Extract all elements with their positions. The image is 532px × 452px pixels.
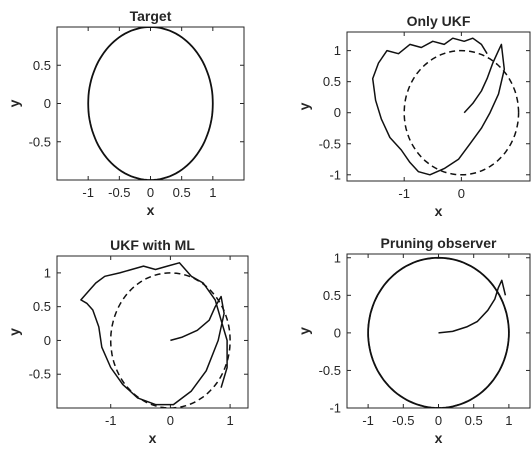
x-tick-label: -0.5: [108, 185, 130, 200]
y-tick-label: 1: [334, 250, 341, 265]
estimated-trajectory: [371, 37, 506, 176]
y-tick-label: -1: [329, 167, 341, 182]
x-axis-label: x: [435, 203, 443, 219]
x-tick-label: -1: [105, 413, 117, 428]
y-axis-label: y: [296, 102, 312, 110]
y-tick-label: 0.5: [323, 288, 341, 303]
x-tick-label: -1: [82, 185, 94, 200]
x-tick-label: 0: [435, 413, 442, 428]
y-axis-label: y: [6, 328, 22, 336]
subplot-target: Target -1 -0.5 0 0.5 1 0.5 0 -0.5 x y: [6, 8, 245, 218]
x-tick-label: 0: [147, 185, 154, 200]
x-tick-label: -1: [398, 186, 410, 201]
estimated-trajectory: [438, 279, 507, 334]
y-tick-label: 0: [334, 325, 341, 340]
subplot-pruning-observer: Pruning observer -1 -0.5 0 0.5 1 1 0.5 0 -0.5 -1 x y: [296, 235, 531, 446]
axes-box: [56, 26, 245, 181]
reference-circle-dashed: [109, 272, 231, 408]
x-tick-label: 0: [167, 413, 174, 428]
y-tick-label: -0.5: [29, 134, 51, 149]
x-tick-label: 0: [458, 186, 465, 201]
trajectory-circle-solid: [87, 27, 214, 180]
y-tick-label: -0.5: [29, 367, 51, 382]
plot-area: [80, 262, 231, 408]
y-axis-label: y: [296, 327, 312, 335]
x-tick-label: 0.5: [173, 185, 191, 200]
y-tick-label: 0.5: [33, 58, 51, 73]
x-tick-label: 1: [226, 413, 233, 428]
y-tick-label: 0.5: [323, 74, 341, 89]
subplot-ukf-with-ml: UKF with ML -1 0 1 1 0.5 0 -0.5 x y: [6, 237, 249, 446]
y-tick-label: -0.5: [319, 363, 341, 378]
x-tick-label: 1: [209, 185, 216, 200]
subplot-only-ukf: Only UKF -1 0 1 0.5 0 -0.5 -1 x y: [296, 13, 531, 219]
chart-title: Target: [130, 8, 172, 24]
y-tick-label: 1: [44, 265, 51, 280]
y-tick-label: -0.5: [319, 136, 341, 151]
reference-circle-dashed: [403, 49, 520, 176]
y-tick-label: 0: [334, 105, 341, 120]
chart-title: Pruning observer: [381, 235, 497, 251]
x-axis-label: x: [149, 430, 157, 446]
x-tick-label: 1: [505, 413, 512, 428]
chart-title: Only UKF: [407, 13, 471, 29]
y-tick-label: -1: [329, 401, 341, 416]
x-axis-label: x: [147, 202, 155, 218]
trajectory-circle-solid: [367, 256, 510, 408]
x-axis-label: x: [435, 430, 443, 446]
y-tick-label: 0: [44, 96, 51, 111]
plot-area: [87, 27, 214, 180]
estimated-trajectory: [80, 262, 228, 406]
y-tick-label: 1: [334, 43, 341, 58]
axes-box: [346, 253, 531, 409]
y-tick-label: 0: [44, 333, 51, 348]
chart-title: UKF with ML: [110, 237, 195, 253]
x-tick-label: 0.5: [465, 413, 483, 428]
plot-area: [371, 37, 520, 176]
y-axis-label: y: [6, 99, 22, 107]
x-tick-label: -1: [362, 413, 374, 428]
x-tick-label: -0.5: [392, 413, 414, 428]
y-tick-label: 0.5: [33, 299, 51, 314]
plot-area: [367, 256, 510, 408]
